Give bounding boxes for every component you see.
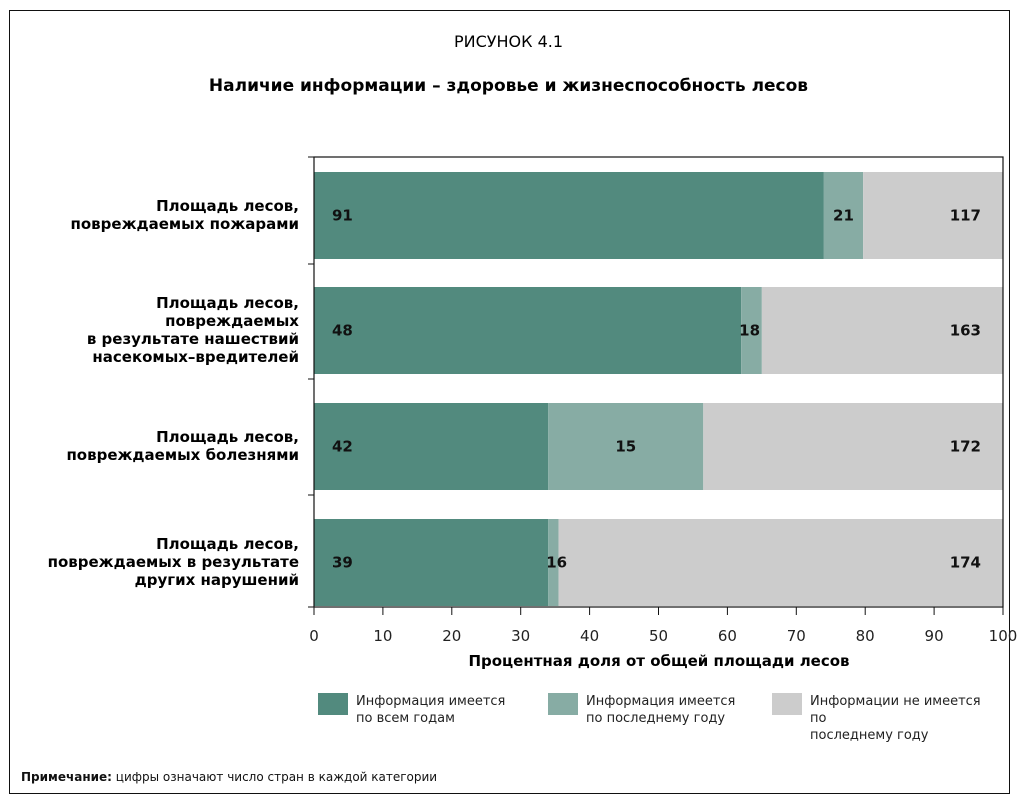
x-tick-label: 40 [580, 627, 599, 645]
category-label-line: Площадь лесов, [156, 196, 299, 215]
footnote-text: цифры означают число стран в каждой кате… [111, 770, 438, 784]
bar-segment [548, 403, 704, 490]
axes-group: 0 10 20 30 40 50 60 70 80 90 100 [308, 156, 1017, 645]
x-axis-title: Процентная доля от общей площади лесов [468, 652, 850, 670]
x-tick-label: 0 [309, 627, 319, 645]
bar-value-label: 15 [615, 438, 636, 456]
bar-segment [761, 287, 1003, 374]
bar-value-label: 16 [546, 554, 567, 572]
bar-value-label: 174 [950, 554, 981, 572]
category-label-line: других нарушений [134, 570, 299, 589]
bar-value-label: 48 [332, 322, 353, 340]
legend-label: Информации не имеется по последнему году [810, 693, 1000, 744]
category-label-line: Площадь лесов, [156, 293, 299, 312]
legend-label-line: Информации не имеется по [810, 694, 981, 726]
bar-segment [314, 519, 549, 606]
bar-segment [314, 287, 742, 374]
bar-segment [741, 287, 762, 374]
x-tick-label: 30 [511, 627, 530, 645]
bar-value-label: 18 [739, 322, 760, 340]
legend-label-line: последнему году [810, 728, 929, 743]
legend-label-line: Информация имеется [586, 694, 736, 709]
category-label-line: Площадь лесов, [156, 534, 299, 553]
chart-title: Наличие информации – здоровье и жизнеспо… [208, 76, 809, 96]
bar-value-label: 163 [950, 322, 981, 340]
x-tick-label: 50 [649, 627, 668, 645]
figure-frame [9, 10, 1010, 794]
x-tick-label: 100 [989, 627, 1017, 645]
bar-segment [703, 403, 1003, 490]
bar-segment [863, 172, 1003, 259]
bar-value-label: 42 [332, 438, 353, 456]
bar-value-label: 21 [833, 207, 854, 225]
x-tick-label: 90 [925, 627, 944, 645]
category-label: Площадь лесов, повреждаемых пожарами [0, 197, 299, 233]
category-label-line: повреждаемых болезнями [66, 445, 299, 464]
legend-label-line: по всем годам [356, 711, 455, 726]
legend-swatch [318, 693, 348, 715]
bar-value-label: 39 [332, 554, 353, 572]
x-tick-label: 10 [373, 627, 392, 645]
bar-segment [558, 519, 1003, 606]
x-tick-label: 60 [718, 627, 737, 645]
x-tick-label: 70 [787, 627, 806, 645]
legend-swatch [548, 693, 578, 715]
bar-value-label: 172 [950, 438, 981, 456]
category-label: Площадь лесов, повреждаемых в результате д… [0, 535, 299, 589]
legend-swatch [772, 693, 802, 715]
bar-segment [548, 519, 559, 606]
figure-label: РИСУНОК 4.1 [453, 32, 564, 51]
footnote: Примечание: цифры означают число стран в… [21, 770, 437, 784]
category-label: Площадь лесов, повреждаемых болезнями [0, 428, 299, 464]
x-tick-label: 80 [856, 627, 875, 645]
bar-segment [314, 403, 549, 490]
category-label-line: повреждаемых пожарами [70, 214, 299, 233]
bars-group [314, 172, 1003, 606]
category-label-line: в результате нашествий [86, 329, 299, 348]
footnote-label: Примечание: [21, 770, 112, 784]
bar-value-label: 117 [950, 207, 981, 225]
bar-segment [314, 172, 824, 259]
bar-segment [823, 172, 864, 259]
category-label-line: насекомых–вредителей [92, 347, 299, 366]
legend-label: Информация имеется по последнему году [586, 693, 776, 727]
legend-label-line: по последнему году [586, 711, 726, 726]
category-label-line: повреждаемых в результате [47, 552, 299, 571]
bar-value-label: 91 [332, 207, 353, 225]
x-tick-label: 20 [442, 627, 461, 645]
legend-label-line: Информация имеется [356, 694, 506, 709]
category-label-line: повреждаемых [165, 311, 299, 330]
category-label-line: Площадь лесов, [156, 427, 299, 446]
category-label: Площадь лесов, повреждаемых в результате н… [0, 294, 299, 366]
legend-label: Информация имеется по всем годам [356, 693, 546, 727]
value-labels-group: 91 21 117 48 18 163 42 15 172 39 16 174 [332, 207, 981, 572]
